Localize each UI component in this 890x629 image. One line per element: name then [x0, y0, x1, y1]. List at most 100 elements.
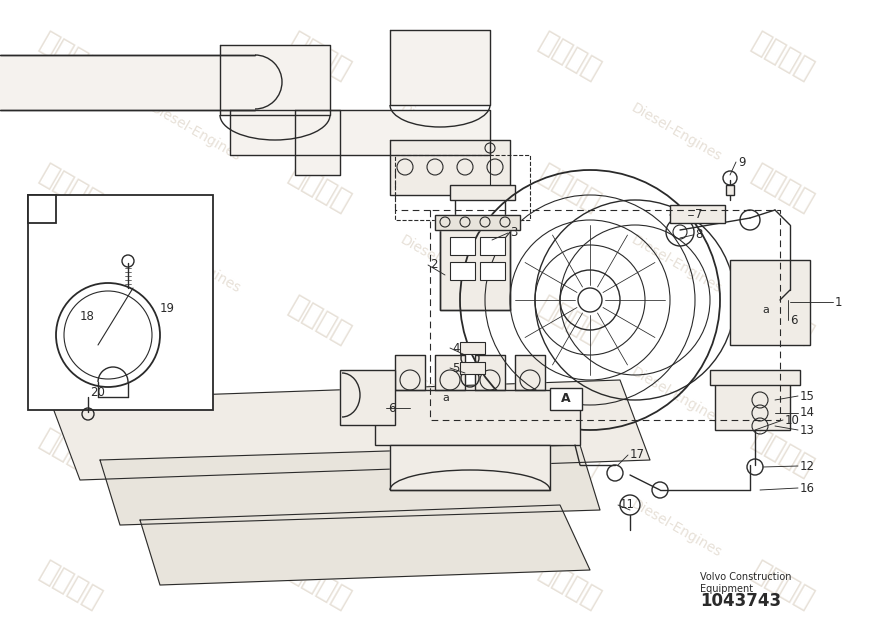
Polygon shape — [50, 380, 650, 480]
Polygon shape — [230, 110, 490, 155]
Text: 紧发动力: 紧发动力 — [534, 28, 605, 86]
Text: 8: 8 — [695, 228, 702, 242]
Text: 19: 19 — [160, 301, 175, 314]
Text: 7: 7 — [695, 208, 702, 221]
Bar — [670, 205, 725, 223]
Text: A: A — [36, 200, 48, 218]
Text: 12: 12 — [800, 460, 815, 472]
Text: 紧发动力: 紧发动力 — [748, 28, 819, 86]
Polygon shape — [220, 45, 330, 115]
Text: 18: 18 — [80, 311, 95, 323]
Text: Diesel-Engines: Diesel-Engines — [397, 365, 493, 428]
Text: 1: 1 — [835, 296, 843, 308]
Polygon shape — [340, 370, 395, 425]
Text: 紧发动力: 紧发动力 — [285, 28, 356, 86]
Bar — [450, 237, 475, 255]
Text: 紧发动力: 紧发动力 — [36, 28, 107, 86]
Bar — [450, 185, 515, 200]
Text: 1043743: 1043743 — [700, 592, 781, 610]
Text: Diesel-Engines: Diesel-Engines — [148, 101, 244, 164]
Bar — [730, 260, 810, 345]
Polygon shape — [395, 355, 425, 390]
Text: 14: 14 — [800, 406, 815, 420]
Polygon shape — [515, 355, 545, 390]
Text: 13: 13 — [800, 423, 815, 437]
Polygon shape — [440, 225, 510, 310]
Polygon shape — [435, 355, 465, 390]
Text: 6: 6 — [790, 313, 797, 326]
Text: Diesel-Engines: Diesel-Engines — [148, 365, 244, 428]
Polygon shape — [710, 370, 800, 385]
Text: 紧发动力: 紧发动力 — [285, 556, 356, 614]
Text: Diesel-Engines: Diesel-Engines — [397, 233, 493, 296]
Bar — [710, 370, 800, 385]
Polygon shape — [715, 380, 790, 430]
Text: 紧发动力: 紧发动力 — [285, 292, 356, 350]
Text: 紧发动力: 紧发动力 — [534, 292, 605, 350]
Text: 紧发动力: 紧发动力 — [285, 160, 356, 218]
Bar — [375, 390, 580, 445]
Bar — [550, 388, 582, 410]
Text: 3: 3 — [510, 226, 517, 240]
Bar — [450, 262, 475, 280]
Polygon shape — [375, 390, 580, 445]
Text: 紧发动力: 紧发动力 — [748, 424, 819, 482]
Text: 11: 11 — [620, 499, 635, 511]
Polygon shape — [100, 445, 600, 525]
Text: Diesel-Engines: Diesel-Engines — [148, 233, 244, 296]
Bar — [460, 342, 485, 354]
Text: 紧发动力: 紧发动力 — [748, 160, 819, 218]
Text: 15: 15 — [800, 389, 815, 403]
Text: Diesel-Engines: Diesel-Engines — [397, 497, 493, 560]
Bar — [28, 195, 56, 223]
Text: 10: 10 — [785, 413, 800, 426]
Text: 16: 16 — [800, 482, 815, 494]
Bar — [480, 237, 505, 255]
Text: 紧发动力: 紧发动力 — [534, 556, 605, 614]
Text: 紧发动力: 紧发动力 — [748, 292, 819, 350]
Text: 紧发动力: 紧发动力 — [36, 556, 107, 614]
Text: 紧发动力: 紧发动力 — [36, 160, 107, 218]
Polygon shape — [475, 355, 505, 390]
Polygon shape — [140, 505, 590, 585]
Bar — [390, 445, 550, 490]
Text: Diesel-Engines: Diesel-Engines — [628, 101, 724, 164]
Text: 9: 9 — [738, 155, 746, 169]
Text: 紧发动力: 紧发动力 — [534, 160, 605, 218]
Polygon shape — [435, 215, 520, 230]
Polygon shape — [390, 445, 550, 490]
Bar — [726, 185, 734, 195]
Text: Diesel-Engines: Diesel-Engines — [397, 101, 493, 164]
Text: A: A — [562, 392, 570, 406]
Text: 紧发动力: 紧发动力 — [285, 424, 356, 482]
Text: 5: 5 — [452, 362, 459, 374]
Bar — [480, 262, 505, 280]
Text: 紧发动力: 紧发动力 — [534, 424, 605, 482]
Polygon shape — [390, 140, 510, 195]
Bar — [340, 370, 395, 425]
Bar — [440, 225, 510, 310]
Bar — [460, 362, 485, 374]
Polygon shape — [390, 30, 490, 105]
Polygon shape — [0, 55, 255, 110]
Text: 紧发动力: 紧发动力 — [36, 292, 107, 350]
Bar — [28, 195, 213, 410]
Text: 4: 4 — [452, 342, 459, 355]
Text: Diesel-Engines: Diesel-Engines — [628, 497, 724, 560]
Text: 紧发动力: 紧发动力 — [748, 556, 819, 614]
Text: Volvo Construction
Equipment: Volvo Construction Equipment — [700, 572, 791, 594]
Text: a: a — [762, 305, 769, 315]
Text: Diesel-Engines: Diesel-Engines — [628, 365, 724, 428]
Bar — [715, 380, 790, 430]
Text: Diesel-Engines: Diesel-Engines — [148, 497, 244, 560]
Text: 20: 20 — [90, 386, 105, 399]
Polygon shape — [730, 260, 810, 345]
Text: Diesel-Engines: Diesel-Engines — [628, 233, 724, 296]
Text: 17: 17 — [630, 448, 645, 462]
Text: a: a — [442, 393, 449, 403]
Text: 6: 6 — [388, 401, 395, 415]
Bar — [435, 215, 520, 230]
Polygon shape — [295, 110, 340, 175]
Text: 紧发动力: 紧发动力 — [36, 424, 107, 482]
Text: 2: 2 — [430, 259, 438, 272]
